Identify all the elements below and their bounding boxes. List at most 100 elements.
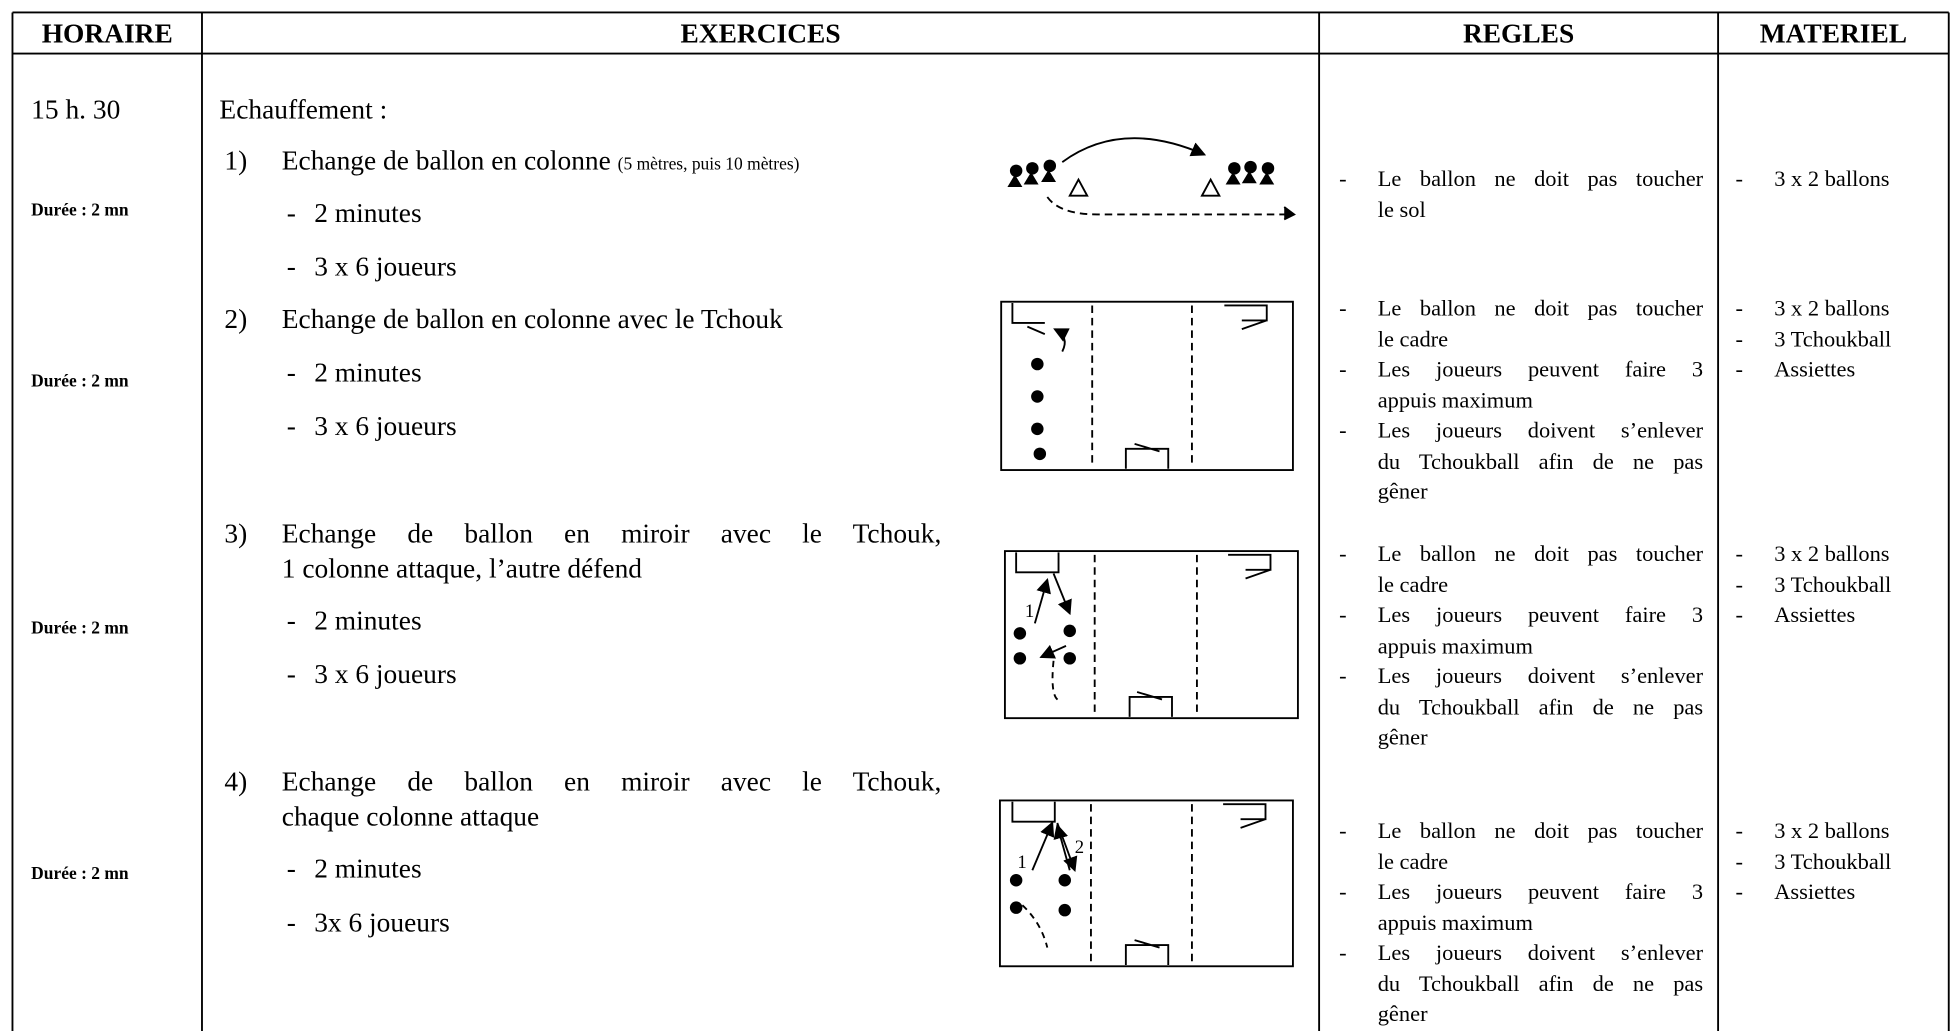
rule-line: Les joueurs peuvent faire 3 [1377, 356, 1704, 382]
diagram-label: 2 [1075, 837, 1084, 858]
rule-line: Les joueurs peuvent faire 3 [1377, 878, 1704, 904]
list-dash: - [286, 250, 296, 282]
rule-line: Les joueurs doivent s’enlever [1377, 663, 1704, 689]
exercise-number: 1) [224, 144, 248, 176]
rule-line: gêner [1377, 724, 1428, 750]
rule-line: Le ballon ne doit pas toucher [1377, 295, 1704, 321]
rule-line: Le ballon ne doit pas toucher [1377, 817, 1704, 843]
column-header: REGLES [1462, 17, 1575, 49]
list-dash: - [286, 196, 296, 229]
list-dash: - [1339, 356, 1347, 382]
exercise-number: 2) [224, 302, 248, 335]
material: 3 Tchoukball [1774, 848, 1892, 874]
exercise-title: Echange de ballon en miroir avec le Tcho… [282, 766, 942, 798]
list-dash: - [1339, 878, 1347, 904]
title-text: Echange de ballon en colonne avec le Tch… [281, 302, 783, 335]
rule-line: du Tchoukball afin de ne pas [1377, 448, 1704, 474]
list-dash: - [1339, 165, 1347, 191]
list-dash: - [1735, 817, 1744, 843]
list-dash: - [1735, 602, 1744, 628]
exercise-number: 3) [224, 517, 248, 549]
rule-line: le cadre [1377, 326, 1449, 351]
list-dash: - [1735, 356, 1744, 382]
list-dash: - [1735, 295, 1744, 321]
list-dash: - [1339, 295, 1347, 321]
rule-line: Les joueurs doivent s’enlever [1377, 417, 1704, 443]
rule-line: gêner [1377, 478, 1428, 504]
column-header: EXERCICES [680, 17, 841, 49]
material: 3 x 2 ballons [1774, 817, 1890, 843]
list-dash: - [1735, 165, 1744, 191]
list-dash: - [1735, 541, 1744, 567]
diagram-1 [1007, 137, 1296, 221]
material: 3 x 2 ballons [1774, 165, 1890, 191]
list-dash: - [286, 906, 296, 938]
list-dash: - [286, 658, 296, 690]
diagram-4 [998, 799, 1294, 968]
title-text: Echange de ballon en colonne [281, 144, 611, 176]
title-text: 1 colonne attaque, l’autre défend [281, 552, 643, 584]
exercise-title: Echange de ballon en miroir avec le Tcho… [282, 517, 942, 549]
material: 3 x 2 ballons [1774, 541, 1890, 567]
rule-line: du Tchoukball afin de ne pas [1377, 970, 1704, 996]
duration: Durée : 2 mn [31, 201, 129, 221]
exercise-number: 4) [224, 765, 248, 797]
rule-line: le sol [1377, 196, 1426, 222]
rule-line: le cadre [1377, 571, 1449, 597]
material: 3 x 2 ballons [1774, 295, 1890, 321]
rule-line: Les joueurs doivent s’enlever [1377, 940, 1704, 966]
rule-line: Le ballon ne doit pas toucher [1377, 541, 1704, 567]
diagram-label: 1 [1025, 601, 1034, 622]
rule-line: le cadre [1377, 848, 1449, 874]
list-dash: - [1735, 326, 1744, 351]
exercise-title: Echange de ballon en colonne (5 mètres, … [282, 145, 800, 182]
title-text: Echange de ballon en miroir avec le Tcho… [281, 765, 942, 797]
exercise-detail: 2 minutes [314, 852, 422, 884]
duration: Durée : 2 mn [31, 865, 129, 884]
material: Assiettes [1774, 878, 1856, 904]
list-dash: - [1735, 848, 1744, 874]
diagram-3 [1003, 550, 1299, 720]
list-dash: - [1735, 878, 1744, 904]
exercise-detail: 3 x 6 joueurs [314, 250, 457, 282]
diagram-2 [1000, 300, 1294, 471]
exercise-detail: 3x 6 joueurs [314, 906, 450, 938]
rule-line: appuis maximum [1377, 632, 1533, 658]
title-note: (5 mètres, puis 10 mètres) [617, 155, 800, 175]
list-dash: - [1339, 602, 1347, 628]
diagram-label: 1 [1017, 852, 1026, 873]
list-dash: - [286, 410, 296, 442]
list-dash: - [1339, 417, 1347, 443]
rule-line: Le ballon ne doit pas toucher [1377, 165, 1704, 191]
column-header: MATERIEL [1759, 17, 1908, 49]
intro: Echauffement : [219, 93, 388, 125]
exercise-title: 1 colonne attaque, l’autre défend [282, 552, 642, 584]
time: 15 h. 30 [31, 93, 121, 125]
list-dash: - [1339, 817, 1347, 843]
list-dash: - [1339, 663, 1347, 689]
material: 3 Tchoukball [1774, 326, 1892, 351]
exercise-detail: 3 x 6 joueurs [314, 658, 457, 690]
list-dash: - [286, 356, 296, 388]
rule-line: appuis maximum [1377, 909, 1533, 935]
rule-line: du Tchoukball afin de ne pas [1377, 693, 1704, 719]
table-lines [11, 11, 1950, 1031]
exercise-title: chaque colonne attaque [282, 800, 539, 832]
exercise-detail: 2 minutes [314, 356, 422, 388]
list-dash: - [286, 852, 296, 884]
exercise-detail: 3 x 6 joueurs [314, 410, 457, 442]
column-header: HORAIRE [41, 17, 173, 49]
material: Assiettes [1774, 602, 1856, 628]
material: Assiettes [1774, 356, 1856, 382]
title-text: Echange de ballon en miroir avec le Tcho… [281, 517, 942, 549]
exercise-detail: 2 minutes [314, 604, 422, 636]
duration: Durée : 2 mn [31, 619, 129, 639]
material: 3 Tchoukball [1774, 571, 1892, 597]
title-text: chaque colonne attaque [281, 800, 540, 832]
rule-line: appuis maximum [1377, 387, 1533, 413]
rule-line: Les joueurs peuvent faire 3 [1377, 602, 1704, 628]
list-dash: - [1339, 940, 1347, 966]
list-dash: - [1735, 571, 1744, 597]
